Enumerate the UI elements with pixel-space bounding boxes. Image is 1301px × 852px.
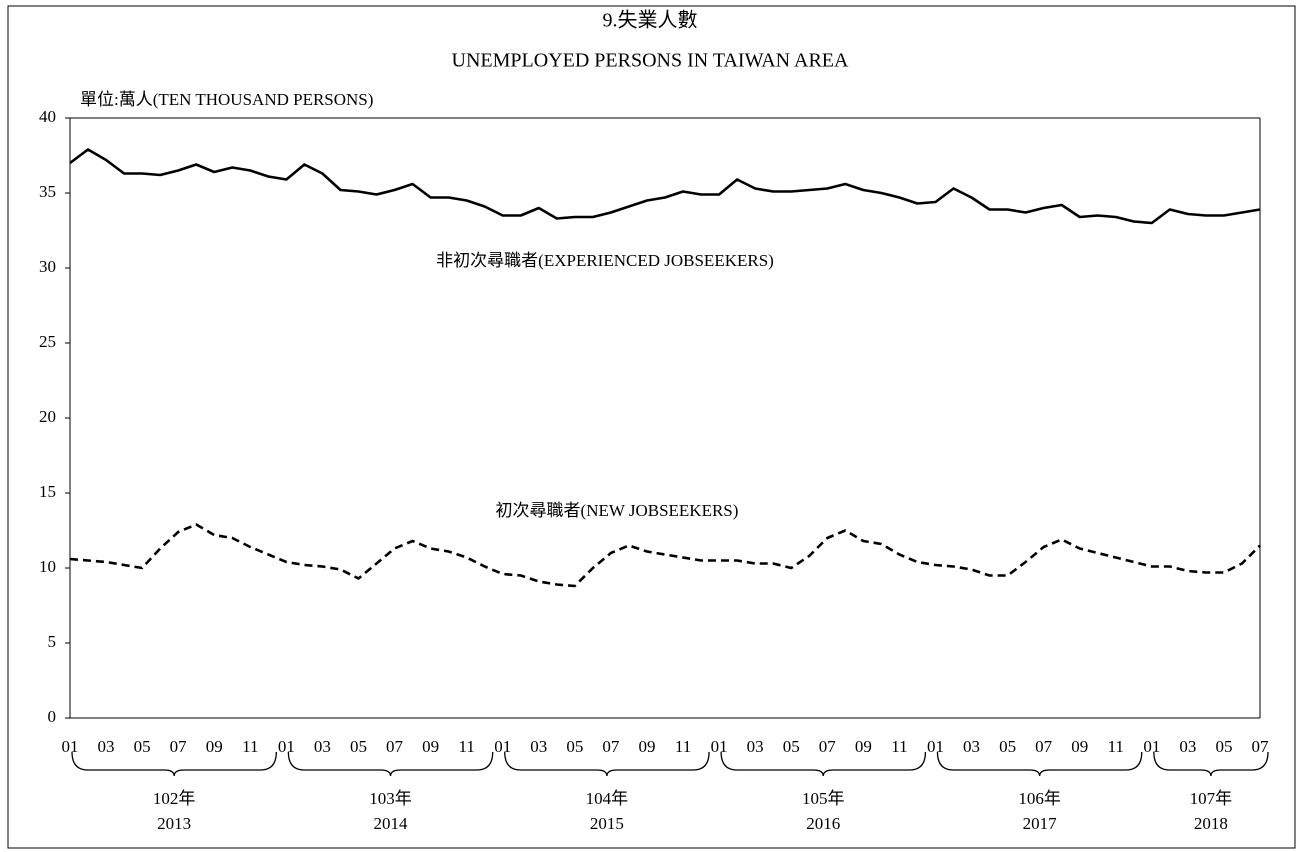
group-year: 2018 xyxy=(1194,814,1228,833)
x-tick-label: 07 xyxy=(170,737,188,756)
x-tick-label: 07 xyxy=(819,737,837,756)
year-brace xyxy=(720,751,927,777)
series-label: 初次尋職者(NEW JOBSEEKERS) xyxy=(496,501,739,520)
group-label: 103年 xyxy=(369,789,412,808)
x-tick-label: 05 xyxy=(1215,737,1232,756)
y-tick-label: 30 xyxy=(39,257,56,276)
group-year: 2017 xyxy=(1023,814,1058,833)
y-tick-label: 35 xyxy=(39,182,56,201)
group-label: 106年 xyxy=(1018,789,1061,808)
series-label: 非初次尋職者(EXPERIENCED JOBSEEKERS) xyxy=(436,251,774,270)
y-tick-label: 10 xyxy=(39,557,56,576)
x-tick-label: 09 xyxy=(1071,737,1088,756)
x-tick-label: 01 xyxy=(62,737,79,756)
group-label: 104年 xyxy=(586,789,629,808)
group-year: 2015 xyxy=(590,814,624,833)
x-tick-label: 05 xyxy=(566,737,583,756)
x-tick-label: 03 xyxy=(98,737,115,756)
group-label: 102年 xyxy=(153,789,196,808)
x-tick-label: 09 xyxy=(206,737,223,756)
x-tick-label: 07 xyxy=(1252,737,1270,756)
y-tick-label: 20 xyxy=(39,407,56,426)
x-tick-label: 03 xyxy=(747,737,764,756)
x-tick-label: 11 xyxy=(891,737,907,756)
series-line xyxy=(69,523,1261,588)
x-tick-label: 01 xyxy=(494,737,511,756)
x-tick-label: 01 xyxy=(278,737,295,756)
x-tick-label: 07 xyxy=(386,737,404,756)
group-year: 2013 xyxy=(157,814,191,833)
year-brace xyxy=(936,751,1143,777)
year-brace xyxy=(504,751,710,777)
x-tick-label: 07 xyxy=(602,737,620,756)
x-tick-label: 03 xyxy=(1179,737,1196,756)
x-tick-label: 11 xyxy=(675,737,691,756)
y-tick-label: 5 xyxy=(48,632,57,651)
chart-subtitle: UNEMPLOYED PERSONS IN TAIWAN AREA xyxy=(452,50,849,72)
x-tick-label: 01 xyxy=(711,737,728,756)
series-line xyxy=(69,148,1261,225)
x-tick-label: 03 xyxy=(314,737,331,756)
x-tick-label: 11 xyxy=(458,737,474,756)
chart-title: 9.失業人數 xyxy=(603,9,698,32)
x-tick-label: 11 xyxy=(242,737,258,756)
group-label: 105年 xyxy=(802,789,845,808)
y-tick-label: 40 xyxy=(39,107,56,126)
x-tick-label: 03 xyxy=(530,737,547,756)
x-tick-label: 01 xyxy=(1143,737,1160,756)
x-tick-label: 05 xyxy=(134,737,151,756)
y-tick-label: 25 xyxy=(39,332,56,351)
x-tick-label: 01 xyxy=(927,737,944,756)
x-tick-label: 09 xyxy=(638,737,655,756)
year-brace xyxy=(287,751,494,777)
y-tick-label: 15 xyxy=(39,482,56,501)
x-tick-label: 11 xyxy=(1108,737,1124,756)
group-year: 2016 xyxy=(806,814,840,833)
year-brace xyxy=(71,751,277,777)
y-tick-label: 0 xyxy=(48,707,57,726)
x-tick-label: 05 xyxy=(783,737,800,756)
year-brace xyxy=(1153,751,1269,777)
group-year: 2014 xyxy=(374,814,409,833)
x-tick-label: 09 xyxy=(855,737,872,756)
x-tick-label: 03 xyxy=(963,737,980,756)
x-tick-label: 07 xyxy=(1035,737,1053,756)
x-tick-label: 09 xyxy=(422,737,439,756)
x-tick-label: 05 xyxy=(999,737,1016,756)
x-tick-label: 05 xyxy=(350,737,367,756)
group-label: 107年 xyxy=(1190,789,1233,808)
y-axis-label: 單位:萬人(TEN THOUSAND PERSONS) xyxy=(80,90,373,109)
frame xyxy=(7,5,1296,849)
